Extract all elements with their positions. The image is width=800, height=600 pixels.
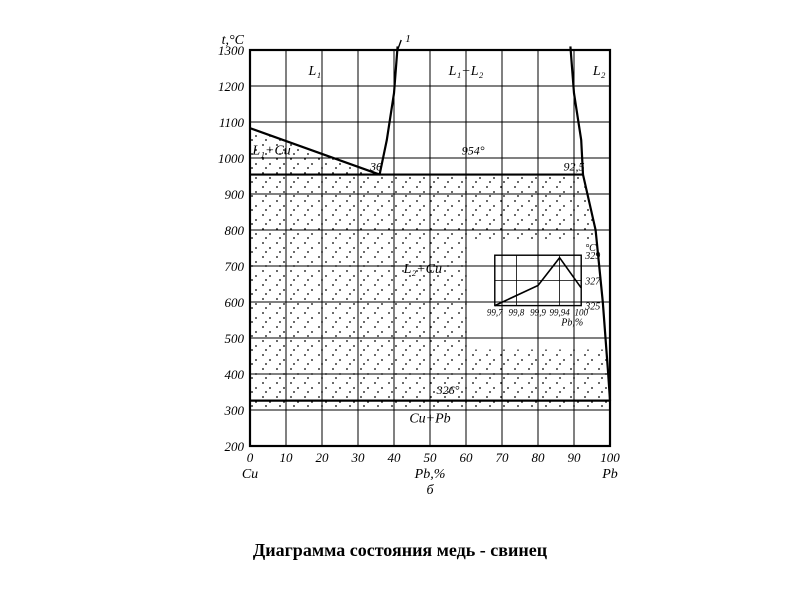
svg-text:80: 80 [532,450,546,465]
svg-text:900: 900 [225,187,245,202]
svg-text:Pb,%: Pb,% [560,318,583,329]
phase-diagram: 2003004005006007008009001000110012001300… [190,30,630,505]
svg-text:954°: 954° [462,143,485,157]
svg-text:500: 500 [225,331,245,346]
svg-text:600: 600 [225,295,245,310]
svg-text:1: 1 [405,33,411,45]
svg-text:1000: 1000 [218,151,245,166]
svg-text:100: 100 [600,450,620,465]
svg-text:90: 90 [568,450,582,465]
svg-text:200: 200 [225,439,245,454]
svg-text:50: 50 [424,450,438,465]
svg-text:30: 30 [351,450,366,465]
svg-text:L₁+L₂: L₁+L₂ [448,64,484,79]
svg-text:0: 0 [247,450,254,465]
svg-text:Pb,%: Pb,% [414,467,446,482]
svg-text:10: 10 [280,450,294,465]
svg-text:Pb: Pb [601,467,618,482]
svg-text:L₂+Cu: L₂+Cu [403,262,442,277]
svg-text:800: 800 [225,223,245,238]
svg-text:70: 70 [496,450,510,465]
svg-text:99,8: 99,8 [509,308,525,318]
svg-text:326°: 326° [436,383,460,397]
svg-text:L₁+Cu: L₁+Cu [251,143,290,158]
svg-text:99,7: 99,7 [487,308,503,318]
svg-text:t,°C: t,°C [222,33,245,48]
figure-caption: Диаграмма состояния медь - свинец [0,540,800,561]
svg-text:400: 400 [225,367,245,382]
svg-text:40: 40 [388,450,402,465]
svg-text:1200: 1200 [218,79,245,94]
svg-text:°C: °C [585,243,596,254]
svg-text:92,5: 92,5 [564,160,585,174]
svg-text:L₂: L₂ [592,64,606,79]
svg-text:36: 36 [369,160,382,174]
svg-text:1100: 1100 [219,115,245,130]
svg-text:20: 20 [316,450,330,465]
svg-text:99,94: 99,94 [549,308,570,318]
svg-text:б: б [426,483,434,498]
svg-text:700: 700 [225,259,245,274]
svg-text:100: 100 [574,308,588,318]
svg-text:99,9: 99,9 [530,308,546,318]
svg-text:300: 300 [224,403,245,418]
svg-text:Cu+Pb: Cu+Pb [409,412,450,427]
svg-text:Cu: Cu [242,467,258,482]
svg-text:60: 60 [460,450,474,465]
svg-text:327: 327 [584,276,601,287]
svg-text:L₁: L₁ [307,64,321,79]
